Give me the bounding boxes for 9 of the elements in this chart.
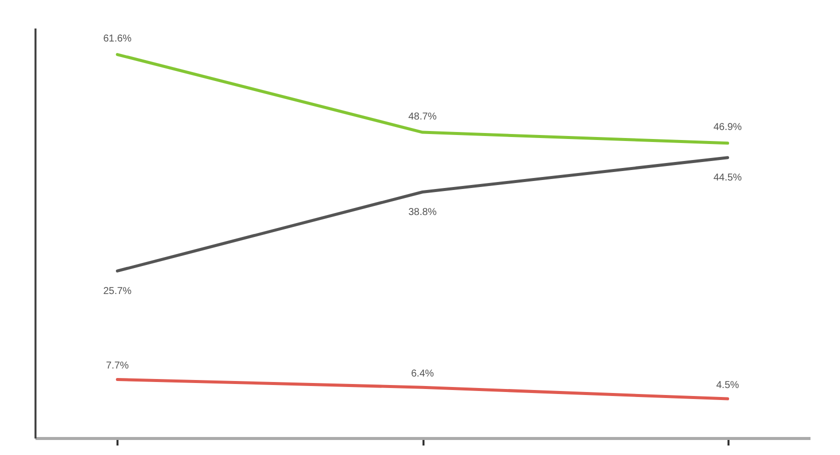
data-label: 48.7% (408, 111, 437, 122)
data-label: 25.7% (103, 286, 132, 297)
data-label: 6.4% (411, 368, 434, 380)
data-label: 46.9% (713, 122, 742, 134)
data-label: 44.5% (713, 172, 742, 184)
data-label: 61.6% (103, 34, 132, 45)
data-label: 38.8% (408, 207, 437, 218)
data-label: 4.5% (716, 380, 740, 391)
data-label: 7.7% (106, 360, 129, 372)
